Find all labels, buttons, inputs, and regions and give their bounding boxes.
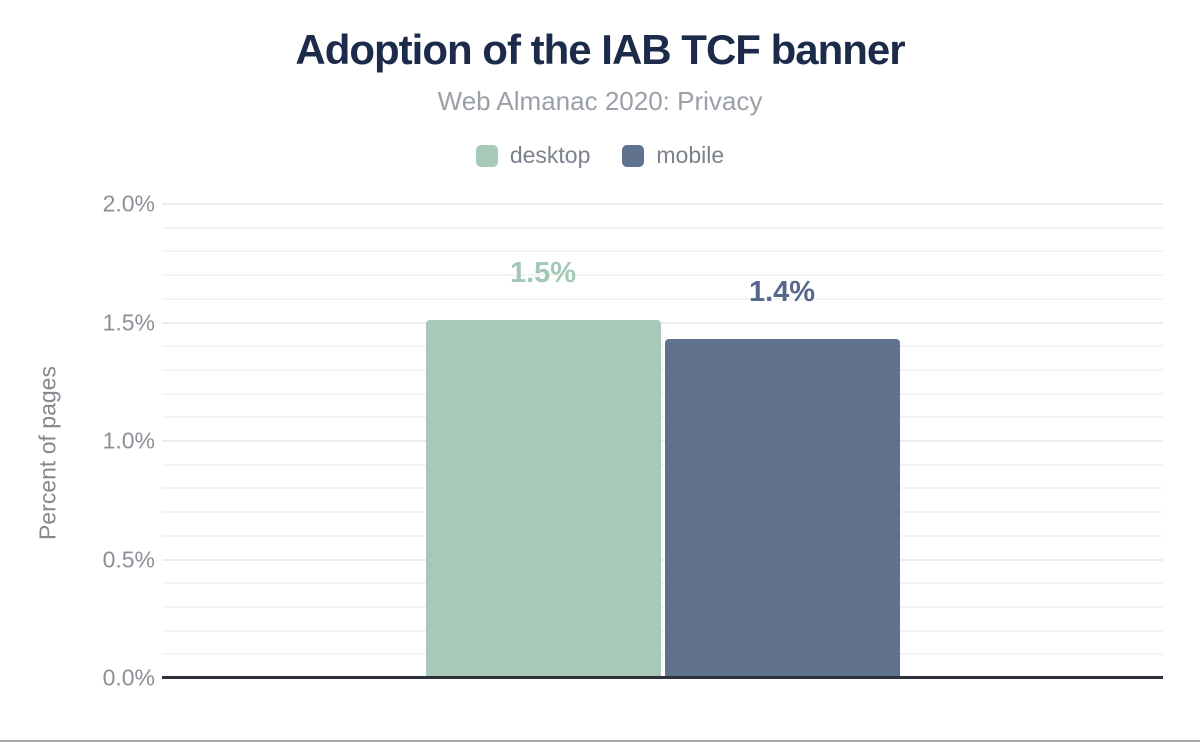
chart-subtitle: Web Almanac 2020: Privacy — [437, 86, 763, 116]
legend-item-desktop: desktop — [475, 142, 591, 169]
minor-gridline — [162, 582, 1163, 585]
minor-gridline — [162, 297, 1163, 300]
x-axis-line — [162, 676, 1163, 679]
major-gridline — [162, 558, 1163, 561]
bar-mobile — [664, 339, 900, 678]
bar-value-label-desktop: 1.5% — [509, 257, 577, 290]
minor-gridline — [162, 487, 1163, 490]
minor-gridline — [162, 653, 1163, 656]
minor-gridline — [162, 345, 1163, 348]
minor-gridline — [162, 392, 1163, 395]
major-gridline — [162, 440, 1163, 442]
plot-area: 1.5% 1.4% — [162, 203, 1163, 679]
y-tick-label: 1.0% — [102, 427, 155, 454]
major-gridline — [162, 203, 1163, 205]
legend-swatch-desktop — [475, 144, 498, 167]
chart-title: Adoption of the IAB TCF banner — [295, 26, 905, 73]
y-tick-label: 0.0% — [102, 664, 155, 691]
minor-gridline — [162, 534, 1163, 537]
minor-gridline — [162, 368, 1163, 371]
minor-gridline — [162, 274, 1163, 277]
legend-label: mobile — [656, 142, 725, 168]
bar-desktop — [425, 320, 661, 678]
bar-value-label-mobile: 1.4% — [748, 276, 816, 309]
legend-swatch-mobile — [622, 144, 645, 167]
legend-item-mobile: mobile — [622, 142, 724, 169]
minor-gridline — [162, 629, 1163, 632]
minor-gridline — [162, 463, 1163, 466]
minor-gridline — [162, 605, 1163, 608]
minor-gridline — [162, 226, 1163, 229]
y-tick-label: 2.0% — [102, 190, 155, 217]
y-tick-label: 0.5% — [102, 546, 155, 572]
legend-label: desktop — [509, 142, 591, 168]
minor-gridline — [162, 511, 1163, 514]
minor-gridline — [162, 416, 1163, 419]
minor-gridline — [162, 250, 1163, 253]
legend: desktop mobile — [0, 142, 1200, 169]
y-tick-label: 1.5% — [102, 309, 155, 335]
major-gridline — [162, 321, 1163, 324]
